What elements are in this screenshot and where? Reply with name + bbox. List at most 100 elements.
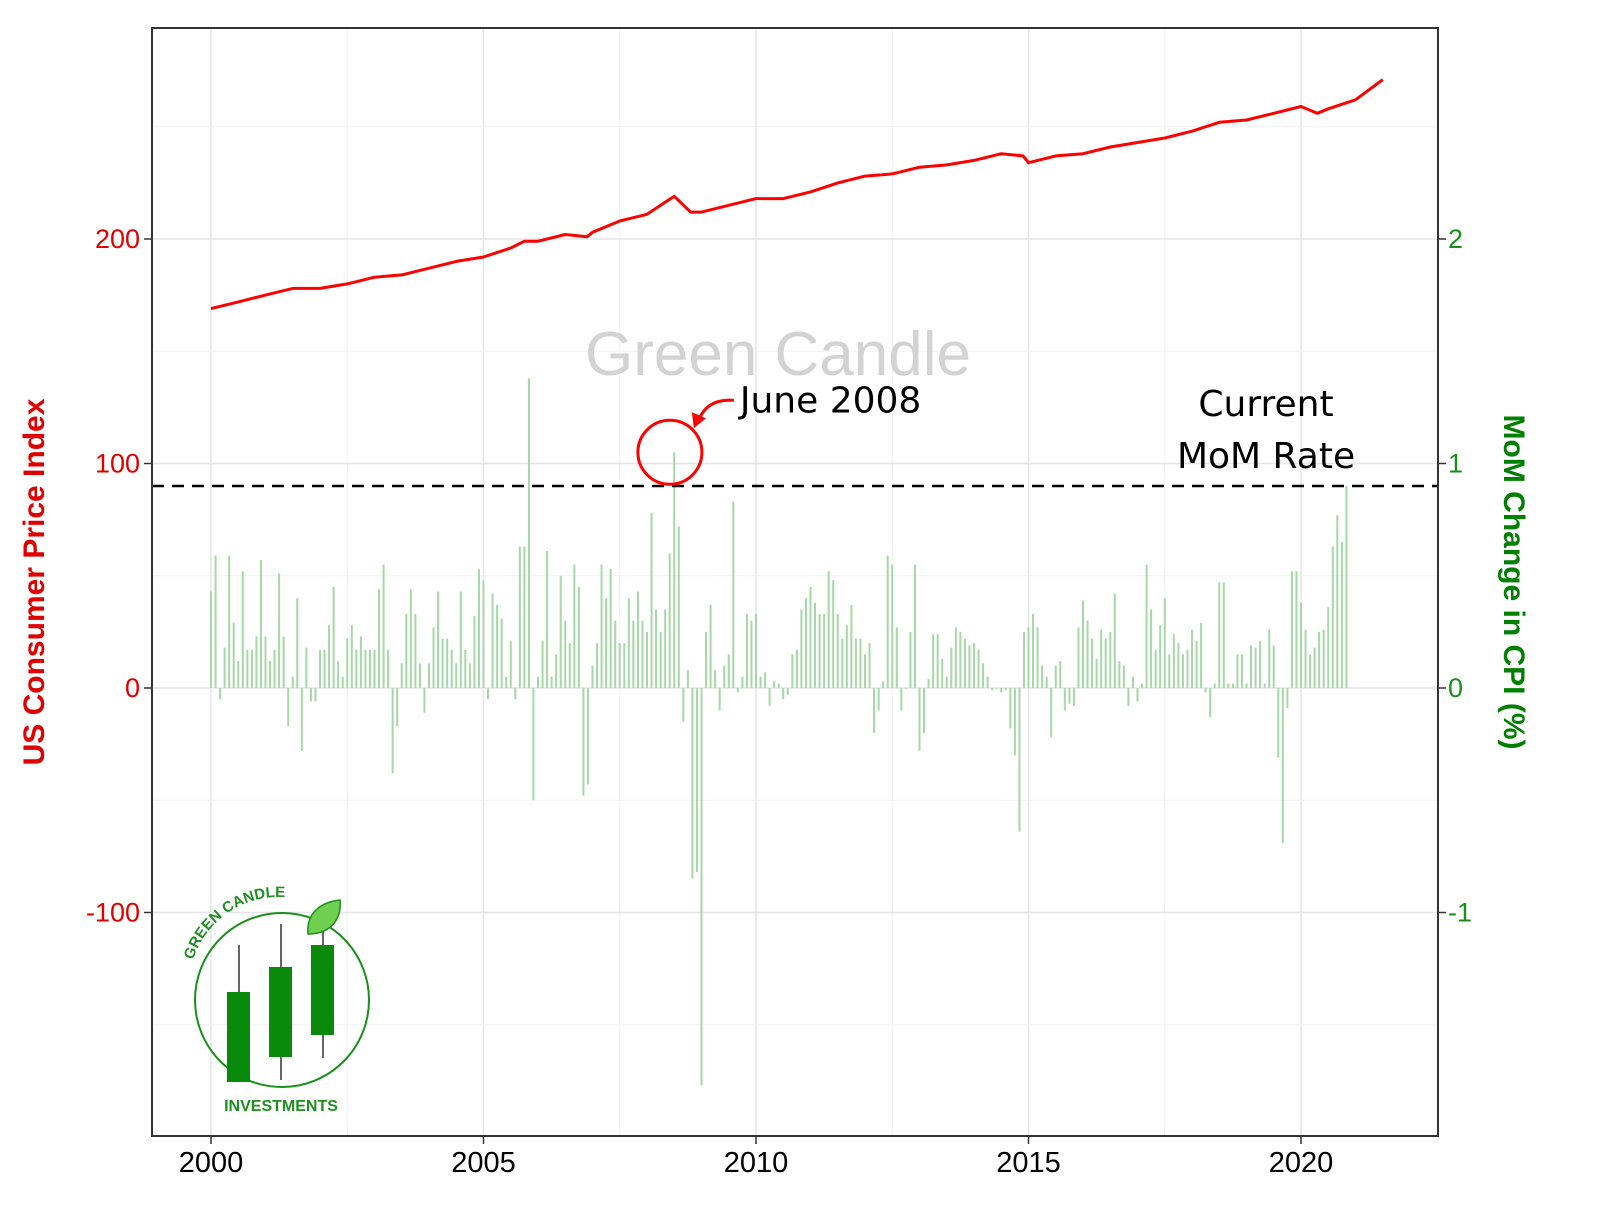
mom-bar [623,643,626,688]
mom-bar [795,649,798,688]
mom-bar [500,618,503,688]
mom-bar [850,604,853,688]
plot-border [151,27,1439,1137]
mom-bar [1331,546,1334,688]
mom-bar [314,688,317,702]
right-tick-label: -1 [1448,898,1472,928]
mom-bar [1136,688,1139,702]
mom-bar [982,663,985,688]
mom-bar [250,649,253,688]
mom-bar [986,676,989,688]
mom-bar [859,638,862,688]
mom-bar [632,620,635,688]
mom-bar [396,688,399,727]
mom-bar [1009,688,1012,729]
mom-bar [1095,658,1098,688]
mom-bar [709,604,712,688]
mom-bar [1072,688,1075,706]
mom-bar [209,591,213,688]
mom-bar [909,631,912,688]
mom-bar [700,688,703,1086]
mom-bar [732,501,735,688]
mom-bar [714,670,717,688]
mom-bar [809,586,812,688]
mom-bar [1131,676,1134,688]
mom-bar [1304,629,1307,688]
mom-bar [1272,645,1275,688]
mom-bar [455,663,458,688]
mom-bar [364,649,367,688]
mom-bar [1295,571,1298,688]
mom-bar [1050,688,1053,738]
mom-bar [927,679,930,688]
mom-bar [945,676,948,688]
mom-bar [972,643,976,688]
mom-bar [1336,515,1339,688]
mom-bar [741,676,744,688]
mom-bar [773,681,776,688]
mom-bar [873,688,876,733]
mom-bar [1159,625,1162,688]
mom-bar [1086,620,1089,688]
mom-bar [1059,661,1062,688]
mom-bar [482,580,485,688]
mom-bar [564,620,567,688]
mom-bar [1227,683,1230,688]
mom-bar [568,643,571,688]
mom-bar [836,613,839,688]
mom-bar [586,688,589,785]
mom-bar [505,676,508,688]
mom-bar [609,569,612,688]
mom-bar [641,620,644,688]
mom-bar [1181,654,1184,688]
mom-bar [1313,647,1316,688]
mom-bar [382,564,385,688]
left-tick-label: 0 [125,673,140,703]
mom-bar [318,649,322,688]
mom-bar [841,638,844,688]
mom-bar [1322,629,1325,688]
mom-bar [219,688,222,700]
mom-rate-label: MoM Rate [1177,436,1355,477]
mom-bar [473,616,476,688]
mom-bar [246,649,249,688]
mom-bar [736,688,739,693]
right-axis-ticks: -1 0 1 2 [1438,224,1472,928]
mom-bar [1168,654,1171,688]
mom-bar [977,649,980,688]
mom-bar [1177,643,1180,688]
right-tick-label: 2 [1448,224,1463,254]
mom-bar [991,688,994,691]
mom-bar [1081,600,1085,688]
mom-bars [209,378,1348,1086]
right-tick-label: 1 [1448,449,1463,479]
mom-bar [650,512,653,688]
mom-bar [854,638,857,688]
june-2008-arrowhead [691,412,706,429]
mom-bar [223,647,226,688]
left-tick-label: -100 [86,898,140,928]
mom-bar [1109,631,1112,688]
logo-candle-1 [227,992,250,1082]
mom-bar [346,638,349,688]
mom-bar [1231,683,1234,688]
mom-bar [1318,631,1321,688]
mom-bar [1195,640,1198,688]
right-tick-label: 0 [1448,673,1463,703]
mom-bar [1041,665,1044,688]
mom-bar [414,613,417,688]
mom-bar [300,688,303,751]
mom-bar [1290,571,1293,688]
mom-bar [1268,629,1271,688]
mom-bar [918,688,921,751]
mom-bar [1045,676,1048,688]
mom-bar [323,649,326,688]
mom-bar [877,688,880,711]
mom-bar [950,647,953,688]
mom-bar [237,661,240,688]
mom-bar [1027,627,1030,688]
mom-bar [1154,649,1157,688]
mom-bar [827,571,830,688]
mom-bar [359,636,362,688]
mom-bar [259,560,262,688]
